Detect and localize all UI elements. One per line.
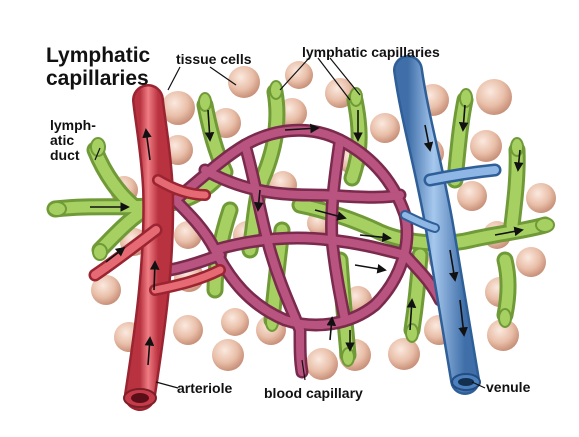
label-venule: venule: [486, 379, 531, 395]
tissue-cell: [91, 275, 121, 305]
arteriole-vessel: [88, 84, 226, 411]
diagram-title: Lymphatic capillaries: [46, 44, 150, 90]
tissue-cell: [221, 308, 249, 336]
tissue-cell: [228, 66, 260, 98]
blood-capillary-network: [163, 123, 447, 379]
tissue-cell: [487, 319, 519, 351]
title-line-2: capillaries: [46, 67, 149, 90]
label-blood-capillary: blood capillary: [264, 385, 363, 401]
venule-vessel: [393, 55, 502, 395]
tissue-cell: [285, 61, 313, 89]
tissue-cell: [161, 91, 195, 125]
tissue-cell: [516, 247, 546, 277]
title-line-1: Lymphatic: [46, 44, 151, 67]
label-tissue-cells: tissue cells: [176, 51, 252, 67]
tissue-cell: [470, 130, 502, 162]
flow-arrows: [90, 104, 524, 366]
tissue-cell: [457, 181, 487, 211]
label-leader-lines: [94, 56, 486, 389]
label-lymphatic-capillaries: lymphatic capillaries: [302, 44, 440, 60]
duct-line-1: lymph-: [50, 117, 96, 133]
label-lymphatic-duct: lymph- atic duct: [50, 118, 96, 163]
tissue-cell: [388, 338, 420, 370]
tissue-cell: [370, 113, 400, 143]
tissue-cell: [306, 348, 338, 380]
tissue-cell: [212, 339, 244, 371]
tissue-cell: [526, 183, 556, 213]
tissue-cell: [476, 79, 512, 115]
duct-line-2: atic: [50, 132, 75, 148]
label-arteriole: arteriole: [177, 380, 233, 396]
tissue-cell: [173, 315, 203, 345]
duct-line-3: duct: [50, 147, 80, 163]
